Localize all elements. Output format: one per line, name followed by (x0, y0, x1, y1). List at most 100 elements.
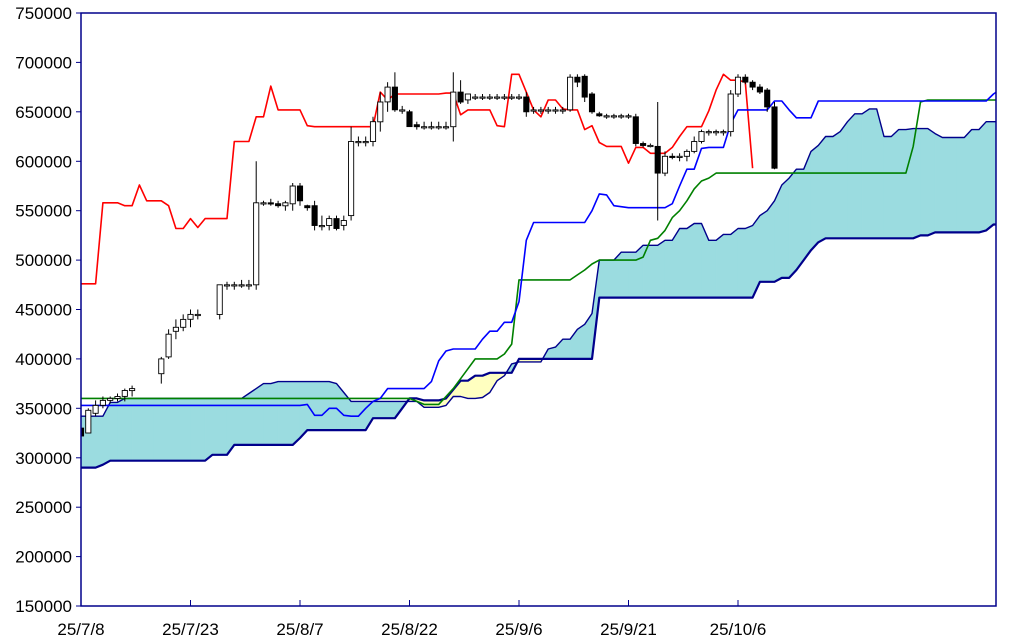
candle-body (756, 86, 763, 93)
x-tick-label: 25/8/22 (381, 620, 438, 639)
candle (406, 109, 413, 128)
cloud-segment (285, 381, 293, 446)
candle-body (355, 141, 362, 144)
cloud-segment (978, 120, 987, 233)
indicator-lines (81, 73, 996, 469)
cloud-segment (796, 168, 804, 271)
candle (508, 94, 515, 100)
cloud-segment (854, 113, 863, 239)
candle (369, 116, 377, 147)
candle (581, 74, 588, 102)
cloud-segment (810, 144, 819, 251)
y-axis: 150000 200000 250000 300000 350000 400000 4500… (15, 4, 81, 616)
candle (494, 94, 501, 100)
candle-body (596, 113, 603, 117)
candle (194, 309, 201, 320)
candle (698, 129, 705, 144)
candle-body (494, 96, 501, 99)
candle-body (661, 155, 669, 174)
candle-body (216, 284, 223, 315)
cloud-segment (161, 398, 169, 461)
y-tick-label: 550000 (15, 202, 72, 221)
candle (107, 396, 114, 404)
candle (384, 82, 391, 112)
candle (92, 400, 99, 417)
candle-body (304, 205, 311, 209)
candle-body (727, 93, 734, 133)
candle-body (377, 101, 384, 123)
candle (362, 136, 369, 147)
candle (676, 153, 683, 162)
candle (450, 72, 457, 142)
cloud-segment (723, 234, 731, 298)
cloud-segment (985, 121, 994, 232)
cloud-segment (650, 245, 658, 298)
candle (486, 94, 493, 100)
candle-body (705, 131, 712, 134)
candle (734, 74, 742, 97)
candle-body (734, 76, 742, 95)
candle-body (326, 218, 333, 226)
cloud-segment (664, 240, 673, 298)
candle-body (165, 333, 172, 358)
candle-body (391, 86, 398, 111)
candle-body (253, 202, 260, 286)
candle (457, 80, 464, 104)
candle-body (472, 96, 479, 99)
y-tick-label: 250000 (15, 498, 72, 517)
y-tick-label: 400000 (15, 350, 72, 369)
candle-body (114, 396, 121, 399)
candle (537, 106, 544, 114)
candle (523, 92, 530, 117)
candle-body (223, 284, 231, 287)
candle-body (720, 131, 727, 134)
cloud-segment (825, 136, 834, 239)
candle-body (340, 220, 347, 226)
candle-body (245, 284, 252, 287)
cloud-segment (299, 381, 308, 439)
cloud-segment (241, 392, 250, 446)
cloud-segment (964, 128, 972, 233)
y-tick-label: 750000 (15, 4, 72, 23)
candle (618, 113, 625, 119)
cloud-segment (146, 398, 155, 461)
cloud-segment (117, 397, 126, 461)
x-axis: 25/6/2325/7/825/7/2325/8/725/8/2225/9/62… (57, 600, 766, 639)
candle-body (559, 109, 566, 112)
cloud-segment (292, 381, 301, 446)
cloud-segment (934, 133, 943, 233)
cloud-segment (766, 199, 775, 283)
candle-body (238, 284, 245, 287)
cloud-segment (248, 388, 257, 446)
cloud-segment (577, 323, 585, 360)
candle (99, 396, 106, 409)
candle-body (406, 111, 413, 128)
cloud-segment (153, 398, 162, 461)
x-tick-label: 25/8/7 (276, 620, 323, 639)
cloud-segment (635, 244, 644, 298)
cloud-segment (175, 398, 184, 461)
candle (567, 74, 574, 112)
candle-body (567, 76, 574, 111)
cloud-segment (460, 380, 469, 399)
cloud-segment (219, 398, 228, 456)
cloud-segment (606, 259, 615, 298)
cloud-segment (839, 120, 848, 239)
candle (289, 183, 296, 211)
candle (296, 183, 304, 206)
cloud-segment (898, 129, 907, 239)
candle-body (515, 96, 523, 99)
cloud-segment (628, 251, 637, 298)
cloud-segment (277, 381, 286, 446)
candle-body (683, 150, 690, 157)
candle-body (632, 116, 639, 144)
candle (596, 111, 603, 117)
candle (260, 200, 267, 206)
candle (632, 113, 639, 147)
candle (515, 94, 523, 100)
y-tick-label: 650000 (15, 103, 72, 122)
cloud-segment (891, 128, 899, 239)
candle (421, 121, 428, 130)
candle (172, 319, 179, 340)
